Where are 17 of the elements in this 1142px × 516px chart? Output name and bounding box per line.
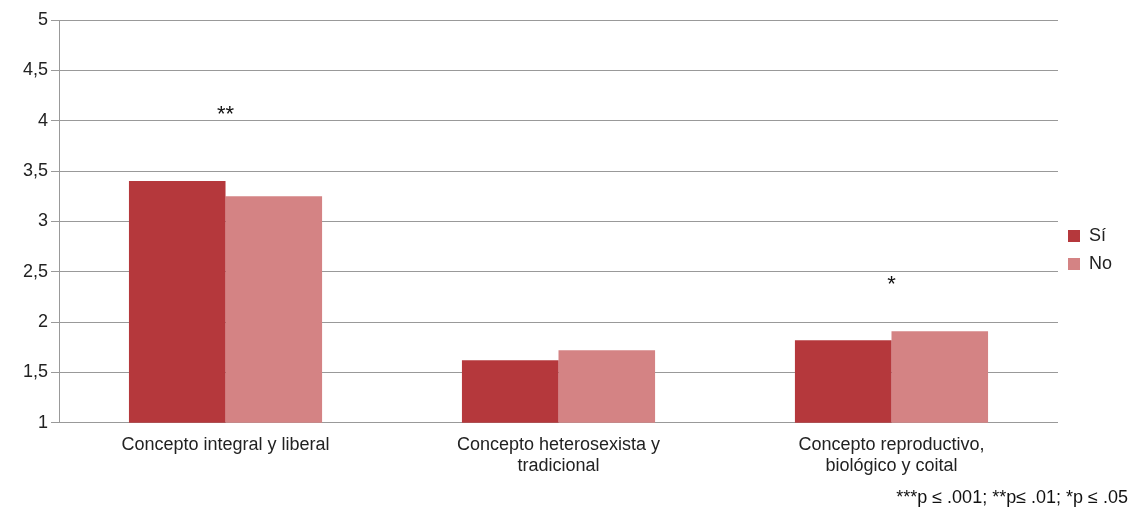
y-tick-label: 5 <box>38 8 49 29</box>
legend-label: No <box>1088 252 1113 273</box>
legend-label: Sí <box>1088 224 1107 245</box>
annotation: * <box>887 271 897 297</box>
y-tick-label: 2,5 <box>22 260 49 281</box>
y-tick-label: 4,5 <box>22 59 49 80</box>
x-tick-label: Concepto integral y liberal <box>121 433 330 454</box>
annotation: ** <box>216 101 235 127</box>
y-tick-label: 3,5 <box>22 160 49 181</box>
x-tick-label: Concepto reproductivo, biológico y coital <box>798 433 985 476</box>
text: ***p ≤ .001; **p≤ .01; *p ≤ .05 <box>896 487 1128 508</box>
y-tick-label: 3 <box>38 210 49 231</box>
y-tick-label: 1,5 <box>22 361 49 382</box>
y-tick-label: 1 <box>38 411 49 432</box>
y-tick-label: 2 <box>38 311 49 332</box>
x-tick-label: Concepto heterosexista y tradicional <box>456 433 661 476</box>
y-tick-label: 4 <box>38 109 49 130</box>
